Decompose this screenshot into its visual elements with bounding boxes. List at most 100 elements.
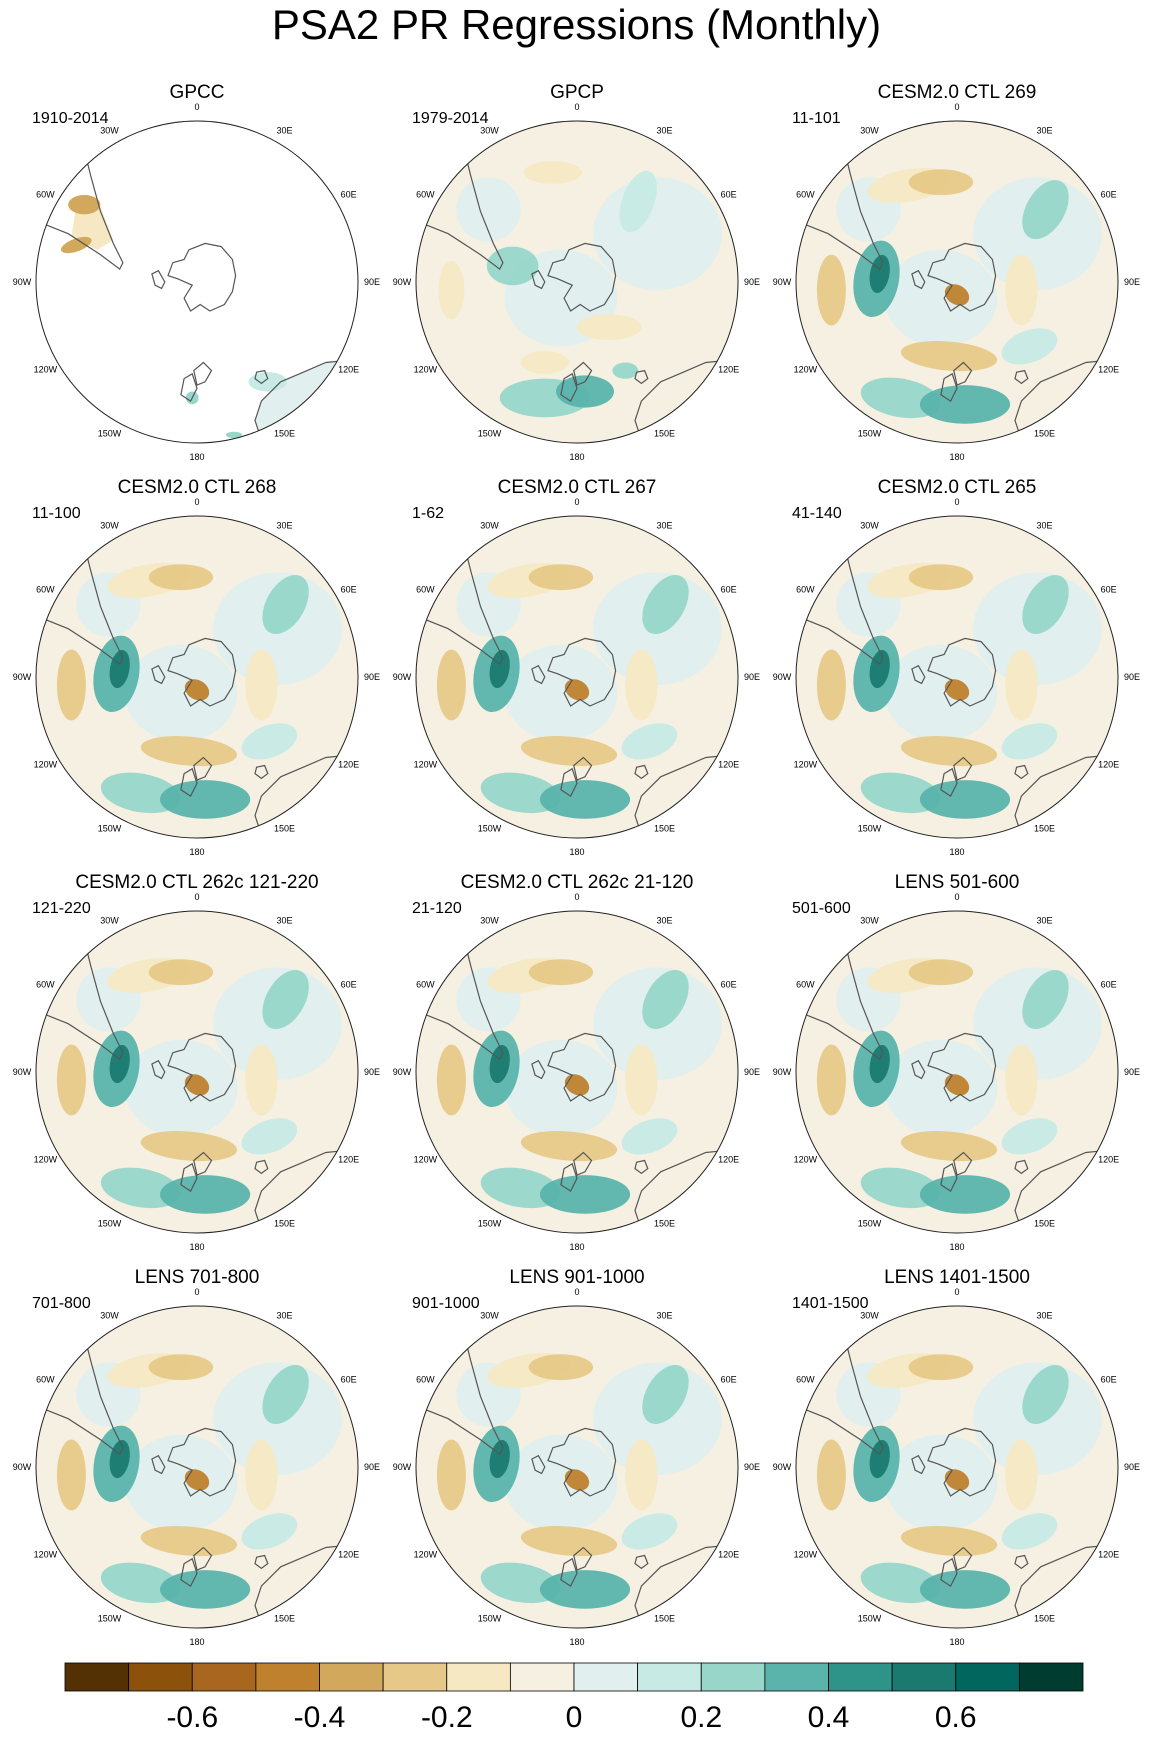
field-blob (577, 314, 642, 340)
new-zealand-outline (953, 361, 973, 386)
longitude-label: 90W (773, 1067, 792, 1077)
colorbar-swatch (382, 1662, 448, 1692)
longitude-label: 60E (1101, 190, 1117, 200)
map-border (415, 910, 739, 1234)
field-blob (262, 1364, 309, 1425)
longitude-label: 150E (1034, 824, 1055, 834)
longitude-label: 90E (1124, 1462, 1140, 1472)
new-zealand-outline (953, 1546, 973, 1571)
field-blob (884, 1039, 998, 1137)
longitude-label: 90E (1124, 1067, 1140, 1077)
island-outline (531, 269, 546, 290)
field-blob (520, 736, 618, 767)
field-blob (869, 1044, 890, 1084)
longitude-label: 150E (1034, 429, 1055, 439)
field-blob (480, 772, 561, 814)
colorbar-swatch (955, 1662, 1020, 1692)
field-blob (109, 649, 130, 689)
longitude-label: 120W (794, 1155, 818, 1165)
field-blob (160, 780, 251, 819)
field-blob (109, 1439, 130, 1479)
longitude-label: 30W (860, 520, 879, 530)
map-panel: LENS 901-1000 901-1000 0 30E 60E 90E 120E 150E 1… (393, 1267, 760, 1647)
field-blob (625, 1439, 658, 1511)
panel-title: CESM2.0 CTL 265 (878, 477, 1037, 498)
longitude-label: 150W (858, 824, 882, 834)
colorbar-swatch (446, 1662, 511, 1692)
island-outline (911, 1454, 926, 1475)
field-blob (619, 170, 657, 233)
field-layer (816, 957, 1102, 1214)
field-blob (124, 1039, 238, 1137)
longitude-label: 30W (100, 520, 119, 530)
colorbar-swatch (1018, 1662, 1084, 1692)
longitude-label: 60W (36, 585, 55, 595)
new-zealand-outline (193, 756, 213, 781)
field-blob (869, 649, 890, 689)
period-label: 1-62 (412, 505, 444, 522)
new-zealand-outline (560, 372, 578, 402)
colorbar-swatch (637, 1662, 702, 1692)
panel-title: GPCC (170, 82, 225, 103)
field-blob (919, 385, 1011, 424)
field-blob (816, 1044, 846, 1116)
field-blob (245, 1044, 278, 1116)
longitude-label: 60W (36, 190, 55, 200)
longitude-label: 120E (338, 1550, 359, 1560)
new-zealand-outline (180, 767, 198, 797)
field-blob (1005, 1044, 1038, 1116)
new-zealand-outline (573, 1546, 593, 1571)
longitude-label: 30W (100, 915, 119, 925)
longitude-label: 120W (34, 1550, 58, 1560)
longitude-label: 0 (954, 102, 959, 112)
new-zealand-outline (180, 1557, 198, 1587)
map-border (415, 1305, 739, 1629)
longitude-label: 60W (416, 980, 435, 990)
field-blob (520, 351, 569, 374)
longitude-label: 120E (1098, 1155, 1119, 1165)
longitude-label: 60E (341, 1375, 357, 1385)
longitude-label: 180 (569, 1637, 584, 1647)
longitude-label: 180 (189, 452, 204, 462)
field-layer (56, 562, 342, 819)
longitude-label: 120E (338, 760, 359, 770)
field-blob (884, 644, 998, 742)
new-zealand-outline (940, 372, 958, 402)
island-outline (911, 269, 926, 290)
field-blob (564, 1074, 590, 1096)
longitude-label: 150W (478, 1219, 502, 1229)
tasmania-outline (634, 1554, 649, 1570)
longitude-label: 150E (654, 429, 675, 439)
longitude-label: 60W (36, 980, 55, 990)
period-label: 1401-1500 (792, 1295, 869, 1312)
field-blob (245, 1439, 278, 1511)
map-border (35, 910, 359, 1234)
antarctica-outline (167, 1427, 237, 1497)
colorbar-tick-label: 0.6 (935, 1701, 977, 1734)
field-blob (539, 1175, 631, 1214)
longitude-label: 90W (393, 1067, 412, 1077)
new-zealand-outline (560, 1557, 578, 1587)
map-panel: CESM2.0 CTL 267 1-62 0 30E 60E 90E 120E 150E 180… (393, 477, 760, 857)
field-blob (1022, 180, 1069, 240)
longitude-label: 60E (721, 190, 737, 200)
field-blob (556, 375, 614, 408)
field-blob (504, 1434, 618, 1532)
field-blob (1001, 1118, 1058, 1155)
longitude-label: 30E (656, 1310, 672, 1320)
panel-title: CESM2.0 CTL 262c 121-220 (75, 872, 318, 893)
tasmania-outline (1014, 1159, 1029, 1175)
map-panel: LENS 501-600 501-600 0 30E 60E 90E 120E 150E 180… (773, 872, 1140, 1252)
antarctica-outline (167, 1032, 237, 1102)
field-blob (489, 1044, 510, 1084)
colorbar-swatch (255, 1662, 320, 1692)
new-zealand-outline (180, 1162, 198, 1192)
longitude-label: 60E (341, 190, 357, 200)
period-label: 501-600 (792, 900, 851, 917)
field-blob (504, 644, 618, 742)
new-zealand-outline (573, 756, 593, 781)
map-border (795, 1305, 1119, 1629)
longitude-label: 150E (274, 1219, 295, 1229)
field-blob (456, 177, 521, 242)
